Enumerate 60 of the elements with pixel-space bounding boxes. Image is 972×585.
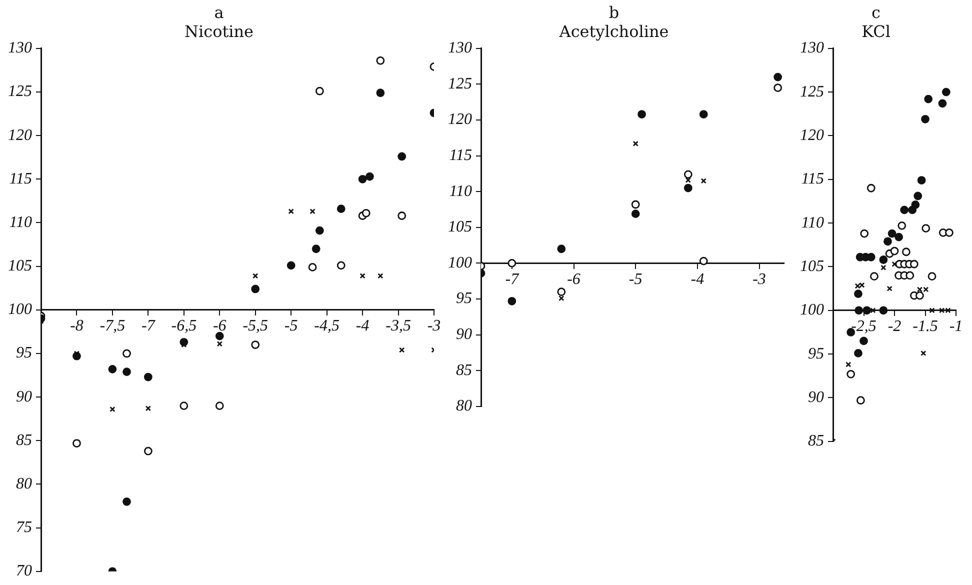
x-tick-label: -4 xyxy=(690,271,704,288)
x-tick-label: -6,5 xyxy=(171,318,197,335)
x-tick-label: -6 xyxy=(212,318,226,335)
x-tick-label: -1 xyxy=(949,318,963,336)
y-tick-label: 110 xyxy=(801,214,824,232)
y-tick-label: 85 xyxy=(16,432,32,449)
y-tick-label: 95 xyxy=(808,345,824,362)
y-tick-label: 90 xyxy=(16,388,32,406)
x-tick-label: -7 xyxy=(142,318,156,335)
y-tick-label: 110 xyxy=(9,214,32,231)
y-tick-label: 95 xyxy=(16,344,32,362)
y-tick-label: 80 xyxy=(16,475,32,492)
chart-title: b xyxy=(608,2,620,22)
x-tick-label: -5 xyxy=(628,271,642,288)
y-tick-label: 85 xyxy=(808,432,824,450)
y-tick-label: 120 xyxy=(448,111,472,128)
y-tick-label: 115 xyxy=(9,170,32,188)
y-tick-label: 100 xyxy=(800,302,824,319)
y-tick-label: 120 xyxy=(800,126,824,144)
y-tick-label: 105 xyxy=(448,218,472,236)
y-tick-label: 85 xyxy=(456,362,472,379)
y-tick-label: 100 xyxy=(448,254,472,272)
y-tick-label: 75 xyxy=(16,519,32,536)
y-tick-label: 120 xyxy=(8,126,32,144)
x-tick-label: -7 xyxy=(505,271,520,288)
y-tick-label: 115 xyxy=(801,170,824,188)
chart-title: c xyxy=(872,2,881,22)
y-tick-label: 105 xyxy=(8,258,32,275)
x-tick-label: -5,5 xyxy=(242,318,268,335)
y-tick-label: 115 xyxy=(449,147,472,164)
chart-subtitle: KCl xyxy=(862,22,890,41)
y-tick-label: 100 xyxy=(8,301,32,318)
y-tick-label: 90 xyxy=(808,388,824,406)
y-tick-label: 130 xyxy=(8,40,32,57)
chart-subtitle: Acetylcholine xyxy=(558,22,669,41)
x-tick-label: -4 xyxy=(356,318,370,335)
x-tick-label: -8 xyxy=(70,318,84,335)
chart-subtitle: Nicotine xyxy=(184,22,254,41)
x-tick-label: -3 xyxy=(752,271,766,288)
y-tick-label: 125 xyxy=(8,83,32,100)
y-tick-label: 130 xyxy=(448,40,472,57)
x-tick-label: -2,5 xyxy=(851,318,876,336)
y-tick-label: 70 xyxy=(16,562,32,580)
y-tick-label: 110 xyxy=(449,182,472,200)
y-tick-label: 90 xyxy=(456,326,472,344)
y-tick-label: 125 xyxy=(448,75,472,92)
y-tick-label: 95 xyxy=(456,290,472,308)
x-tick-label: -3 xyxy=(427,318,441,335)
y-tick-label: 130 xyxy=(800,40,824,57)
x-tick-label: -1.5 xyxy=(912,318,938,336)
chart-title: a xyxy=(214,2,224,22)
x-tick-label: -2 xyxy=(888,318,902,336)
x-tick-label: -5 xyxy=(284,318,298,335)
x-tick-label: -6 xyxy=(567,271,580,288)
y-tick-label: 80 xyxy=(456,398,472,415)
x-tick-label: -4,5 xyxy=(314,318,340,335)
y-tick-label: 125 xyxy=(800,83,824,100)
x-tick-label: -7,5 xyxy=(100,318,126,335)
x-tick-label: -3,5 xyxy=(386,318,411,335)
y-tick-label: 105 xyxy=(800,258,824,275)
